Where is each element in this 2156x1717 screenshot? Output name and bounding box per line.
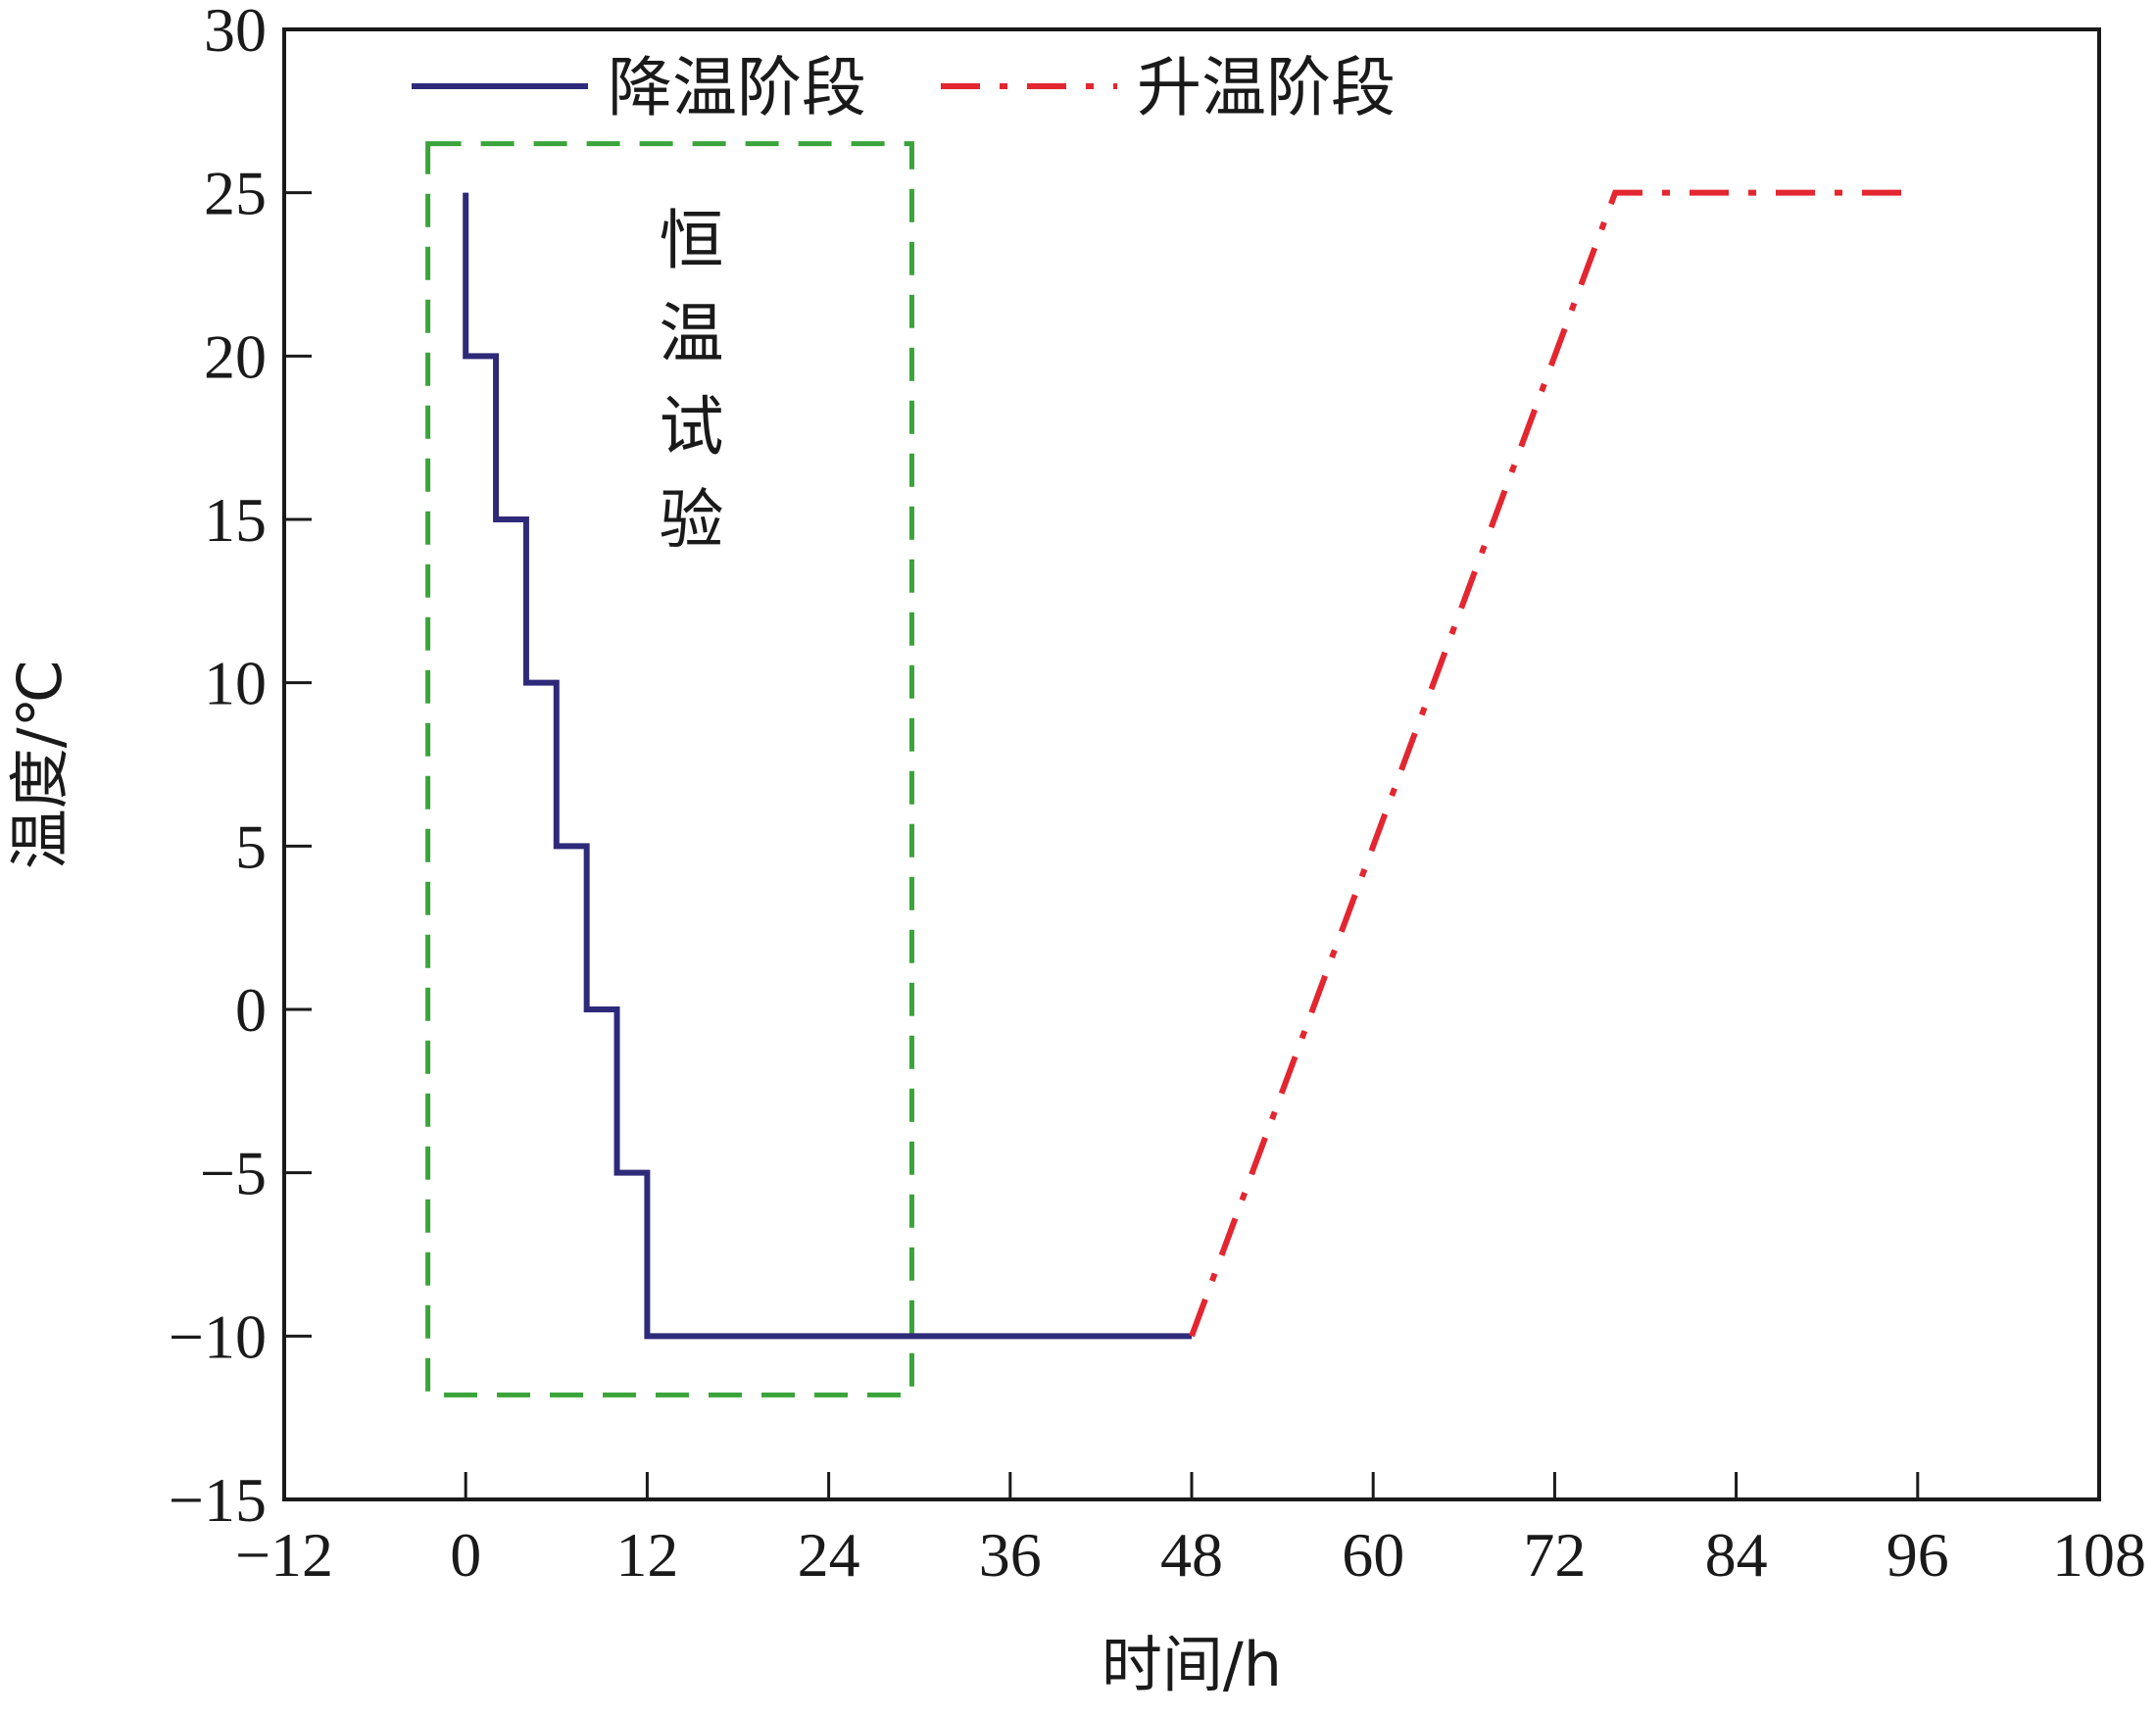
constant-temperature-box xyxy=(425,141,914,1398)
y-tick-label: 30 xyxy=(204,0,267,65)
tick-labels: −12 0 12 24 36 48 60 72 84 96 108 −15 −10 −5 0 5 10 15 20 2… xyxy=(169,0,2146,1590)
y-tick-label: 0 xyxy=(235,975,267,1045)
y-tick-label: 15 xyxy=(204,485,267,555)
series-line-2 xyxy=(1189,189,1918,1338)
series-layer xyxy=(463,189,1918,1340)
y-tick-label: 20 xyxy=(204,321,267,391)
x-tick-label: 72 xyxy=(1523,1520,1586,1590)
ticks xyxy=(284,191,1920,1499)
x-tick-label: −12 xyxy=(235,1520,333,1590)
y-tick-label: −5 xyxy=(200,1139,267,1208)
legend-label-2: 升温阶段 xyxy=(1137,50,1396,125)
legend-label-1: 降温阶段 xyxy=(608,50,866,125)
box-label-char: 试 xyxy=(660,389,724,465)
x-tick-label: 108 xyxy=(2052,1520,2146,1590)
box-label-char: 恒 xyxy=(660,203,724,278)
y-tick-label: 10 xyxy=(204,649,267,718)
x-tick-label: 36 xyxy=(979,1520,1042,1590)
y-tick-label: 25 xyxy=(204,159,267,228)
y-tick-label: −10 xyxy=(169,1301,267,1371)
x-tick-label: 60 xyxy=(1342,1520,1404,1590)
box-label-char: 验 xyxy=(660,482,724,558)
x-tick-label: 0 xyxy=(450,1520,481,1590)
box-label-char: 温 xyxy=(660,296,724,371)
x-tick-label: 84 xyxy=(1705,1520,1768,1590)
legend: 降温阶段 升温阶段 xyxy=(412,50,1396,125)
x-tick-label: 24 xyxy=(798,1520,860,1590)
x-axis-label: 时间/h xyxy=(1102,1629,1282,1700)
x-tick-label: 96 xyxy=(1886,1520,1949,1590)
y-axis-label: 温度/℃ xyxy=(4,660,75,870)
x-tick-label: 12 xyxy=(615,1520,678,1590)
series-line-1 xyxy=(463,192,1192,1340)
y-tick-label: 5 xyxy=(235,811,267,881)
x-tick-label: 48 xyxy=(1160,1520,1223,1590)
y-tick-label: −15 xyxy=(169,1465,267,1535)
